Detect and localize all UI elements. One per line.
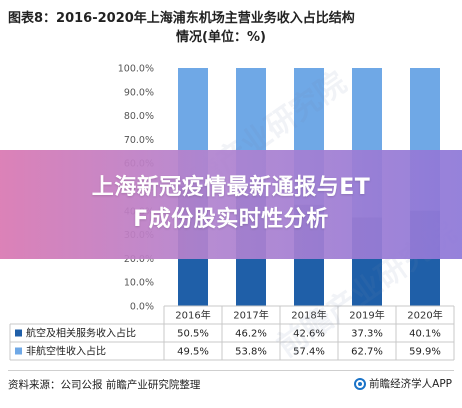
y-tick-label: 0.0% bbox=[130, 302, 154, 313]
x-tick-label: 2017年 bbox=[233, 309, 268, 322]
legend-label: 航空及相关服务收入占比 bbox=[26, 327, 136, 340]
footer-brand[interactable]: 前瞻经济学人APP bbox=[354, 376, 452, 391]
data-label: 49.5% bbox=[177, 347, 209, 358]
headline-line-1: 上海新冠疫情最新通报与ET bbox=[91, 175, 371, 200]
chart-title: 图表8：2016-2020年上海浦东机场主营业务收入占比结构 情况(单位：%) bbox=[8, 9, 454, 47]
y-tick-label: 10.0% bbox=[124, 278, 154, 289]
data-label: 62.7% bbox=[351, 347, 383, 358]
legend-label: 非航空性收入占比 bbox=[26, 345, 106, 358]
legend-swatch bbox=[15, 347, 22, 355]
y-tick-label: 90.0% bbox=[124, 87, 154, 98]
headline-banner bbox=[0, 150, 462, 259]
x-tick-label: 2016年 bbox=[175, 309, 210, 322]
x-tick-label: 2019年 bbox=[349, 309, 384, 322]
footer-source: 资料来源：公司公报 前瞻产业研究院整理 bbox=[8, 379, 201, 391]
chart-title-main: 图表8：2016-2020年上海浦东机场主营业务收入占比结构 bbox=[8, 11, 355, 26]
data-label: 40.1% bbox=[409, 329, 441, 340]
data-label: 57.4% bbox=[293, 347, 325, 358]
x-tick-label: 2018年 bbox=[291, 309, 326, 322]
data-label: 59.9% bbox=[409, 347, 441, 358]
footer-divider bbox=[8, 370, 454, 371]
legend-swatch bbox=[15, 329, 22, 337]
y-tick-label: 100.0% bbox=[118, 64, 154, 75]
y-tick-label: 70.0% bbox=[124, 135, 154, 146]
data-label: 37.3% bbox=[351, 329, 383, 340]
y-tick-label: 20.0% bbox=[124, 254, 154, 265]
x-tick-label: 2020年 bbox=[407, 309, 442, 322]
chart-subtitle: 情况(单位：%) bbox=[176, 30, 266, 45]
data-label: 53.8% bbox=[235, 347, 267, 358]
headline-text[interactable]: 上海新冠疫情最新通报与ET F成份股实时性分析 bbox=[0, 172, 462, 236]
y-tick-label: 80.0% bbox=[124, 111, 154, 122]
data-label: 46.2% bbox=[235, 329, 267, 340]
headline-line-2: F成份股实时性分析 bbox=[133, 207, 329, 232]
qianzhan-logo-icon bbox=[354, 377, 367, 390]
data-label: 50.5% bbox=[177, 329, 209, 340]
footer-brand-label: 前瞻经济学人APP bbox=[369, 378, 452, 390]
data-label: 42.6% bbox=[293, 329, 325, 340]
